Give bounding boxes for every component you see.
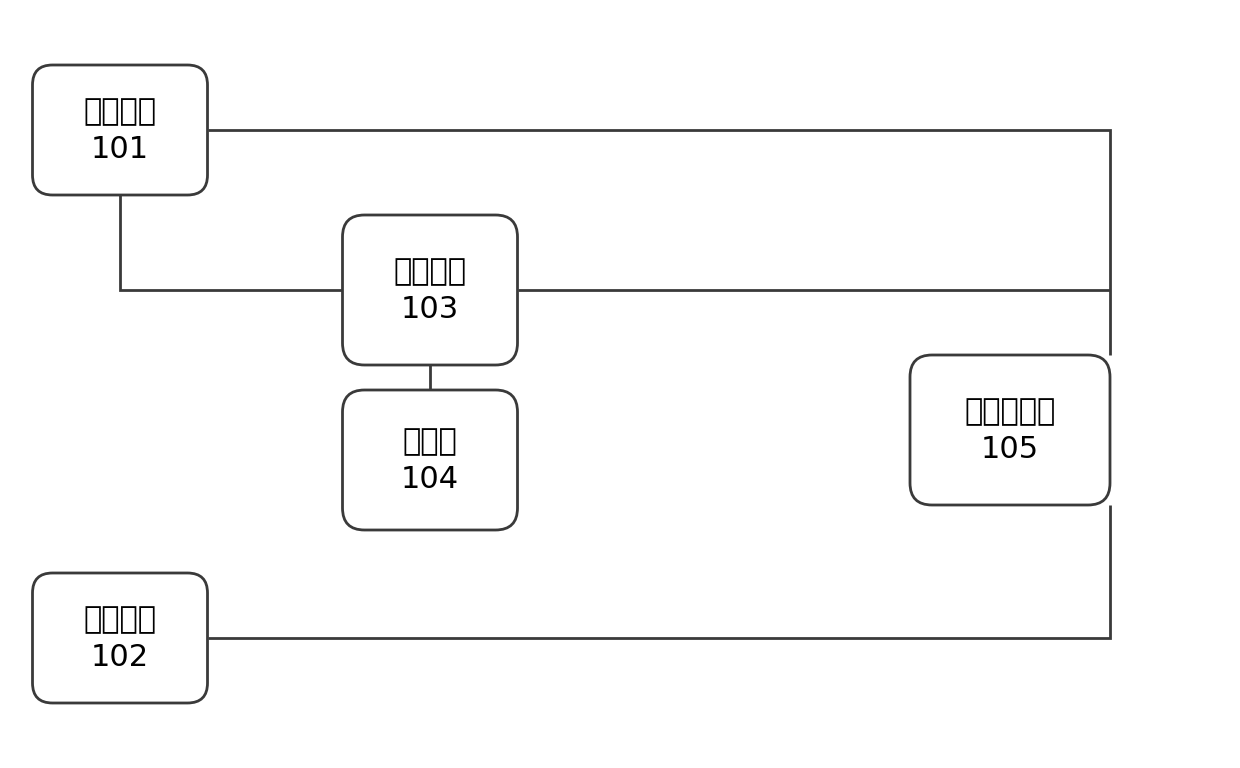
FancyBboxPatch shape	[342, 215, 517, 365]
Text: 102: 102	[91, 644, 149, 673]
Text: 103: 103	[401, 296, 459, 325]
Text: 用户端设备: 用户端设备	[965, 398, 1055, 426]
Text: 蓄热装置: 蓄热装置	[393, 257, 466, 286]
FancyBboxPatch shape	[910, 355, 1110, 505]
Text: 104: 104	[401, 465, 459, 495]
Text: 光热系统: 光热系统	[83, 98, 156, 127]
Text: 控制器: 控制器	[403, 428, 458, 456]
FancyBboxPatch shape	[32, 65, 207, 195]
FancyBboxPatch shape	[32, 573, 207, 703]
Text: 101: 101	[91, 135, 149, 164]
FancyBboxPatch shape	[342, 390, 517, 530]
Text: 105: 105	[981, 435, 1039, 465]
Text: 风电系统: 风电系统	[83, 605, 156, 634]
